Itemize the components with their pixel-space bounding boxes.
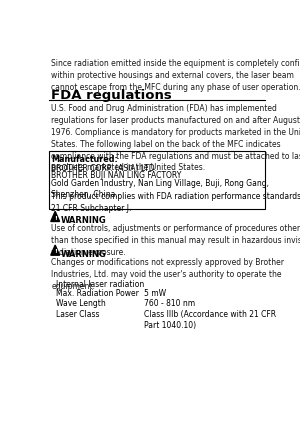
FancyBboxPatch shape <box>49 151 266 210</box>
Text: Changes or modifications not expressly approved by Brother
Industries, Ltd. may : Changes or modifications not expressly a… <box>52 258 284 291</box>
Text: U.S. Food and Drug Administration (FDA) has implemented
regulations for laser pr: U.S. Food and Drug Administration (FDA) … <box>52 105 300 173</box>
Polygon shape <box>51 211 60 221</box>
Text: FDA regulations: FDA regulations <box>52 89 172 102</box>
Text: Internal laser radiation: Internal laser radiation <box>56 280 144 289</box>
Text: 760 - 810 nm: 760 - 810 nm <box>145 299 196 308</box>
Text: Manufactured:: Manufactured: <box>52 155 118 164</box>
Text: Wave Length: Wave Length <box>56 299 106 308</box>
Text: Laser Class: Laser Class <box>56 309 100 318</box>
Text: !: ! <box>54 249 57 255</box>
Text: 5 mW: 5 mW <box>145 289 166 298</box>
Text: BROTHER BUJI NAN LING FACTORY: BROTHER BUJI NAN LING FACTORY <box>52 171 182 180</box>
Polygon shape <box>51 245 60 255</box>
Text: Class IIIb (Accordance with 21 CFR
Part 1040.10): Class IIIb (Accordance with 21 CFR Part … <box>145 309 277 330</box>
Text: Gold Garden Industry, Nan Ling Village, Buji, Rong Gang,
Shenzhen, China.: Gold Garden Industry, Nan Ling Village, … <box>52 178 269 199</box>
Text: Use of controls, adjustments or performance of procedures other
than those speci: Use of controls, adjustments or performa… <box>52 224 300 257</box>
Text: BROTHER CORP. (ASIA) LTD.: BROTHER CORP. (ASIA) LTD. <box>52 164 158 173</box>
Text: !: ! <box>54 216 57 221</box>
Text: WARNING: WARNING <box>61 216 107 225</box>
Text: Since radiation emitted inside the equipment is completely confined
within prote: Since radiation emitted inside the equip… <box>52 59 300 92</box>
Text: This product complies with FDA radiation performance standards,
21 CFR Subchapte: This product complies with FDA radiation… <box>52 193 300 213</box>
Text: WARNING: WARNING <box>61 249 107 259</box>
Text: Max. Radiation Power: Max. Radiation Power <box>56 289 139 298</box>
